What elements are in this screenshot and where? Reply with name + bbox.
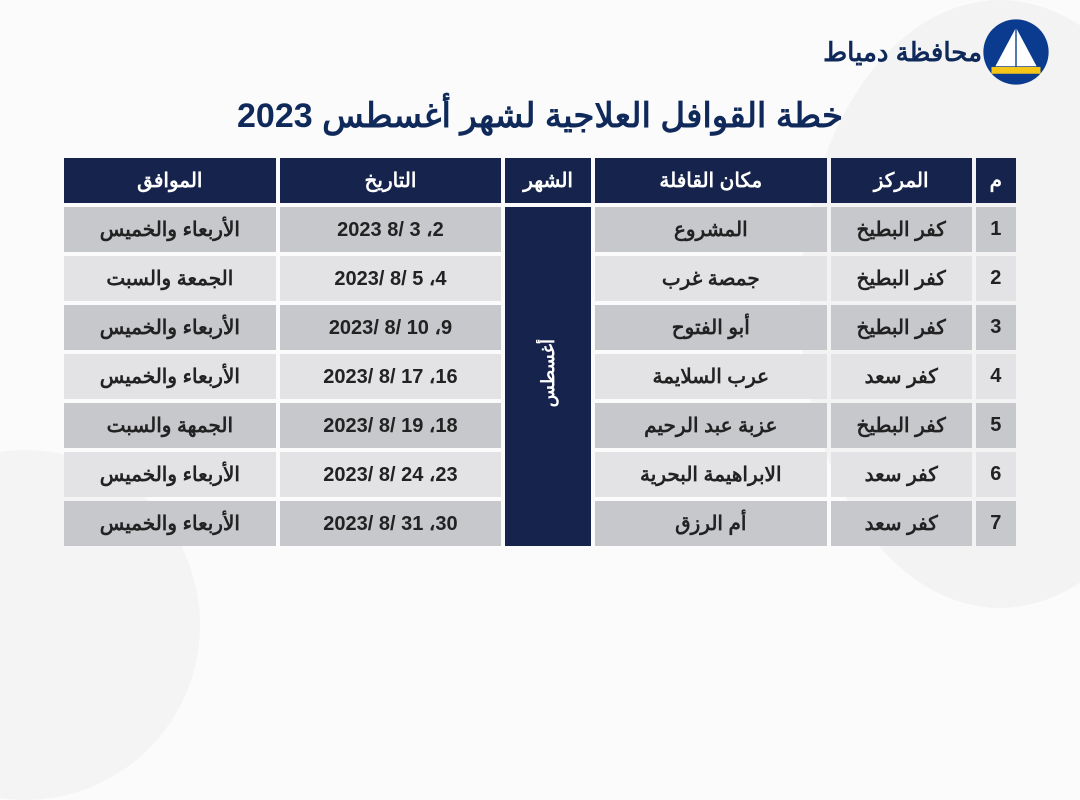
table-row: 1 كفر البطيخ المشروع أغسطس 2، 3 /8 2023 … <box>64 207 1016 252</box>
cell-date: 23، 24 /8 /2023 <box>280 452 502 497</box>
cell-idx: 7 <box>976 501 1016 546</box>
cell-date: 18، 19 /8 /2023 <box>280 403 502 448</box>
cell-center: كفر سعد <box>831 452 972 497</box>
cell-center: كفر البطيخ <box>831 403 972 448</box>
cell-place: جمصة غرب <box>595 256 827 301</box>
month-label: أغسطس <box>537 339 559 407</box>
col-header-day: الموافق <box>64 158 276 203</box>
schedule-table-wrap: م المركز مكان القافلة الشهر التاريخ المو… <box>0 154 1080 550</box>
cell-date: 2، 3 /8 2023 <box>280 207 502 252</box>
page-title: خطة القوافل العلاجية لشهر أغسطس 2023 <box>0 96 1080 136</box>
cell-day: الأربعاء والخميس <box>64 452 276 497</box>
cell-center: كفر البطيخ <box>831 256 972 301</box>
cell-date: 4، 5 /8 /2023 <box>280 256 502 301</box>
month-cell: أغسطس <box>505 207 591 546</box>
table-header-row: م المركز مكان القافلة الشهر التاريخ المو… <box>64 158 1016 203</box>
cell-day: الأربعاء والخميس <box>64 207 276 252</box>
cell-place: عرب السلايمة <box>595 354 827 399</box>
cell-date: 9، 10 /8 /2023 <box>280 305 502 350</box>
col-header-month: الشهر <box>505 158 591 203</box>
cell-day: الأربعاء والخميس <box>64 305 276 350</box>
org-name: محافظة دمياط <box>823 37 982 68</box>
cell-day: الجمهة والسبت <box>64 403 276 448</box>
cell-center: كفر البطيخ <box>831 305 972 350</box>
schedule-table: م المركز مكان القافلة الشهر التاريخ المو… <box>60 154 1020 550</box>
cell-center: كفر سعد <box>831 354 972 399</box>
col-header-idx: م <box>976 158 1016 203</box>
cell-idx: 2 <box>976 256 1016 301</box>
cell-date: 16، 17 /8 /2023 <box>280 354 502 399</box>
cell-date: 30، 31 /8 /2023 <box>280 501 502 546</box>
cell-idx: 4 <box>976 354 1016 399</box>
cell-place: الابراهيمة البحرية <box>595 452 827 497</box>
cell-center: كفر سعد <box>831 501 972 546</box>
cell-place: عزبة عبد الرحيم <box>595 403 827 448</box>
cell-day: الجمعة والسبت <box>64 256 276 301</box>
cell-place: أم الرزق <box>595 501 827 546</box>
cell-day: الأربعاء والخميس <box>64 354 276 399</box>
cell-idx: 3 <box>976 305 1016 350</box>
governorate-logo-icon <box>982 18 1050 86</box>
cell-idx: 6 <box>976 452 1016 497</box>
cell-idx: 5 <box>976 403 1016 448</box>
col-header-date: التاريخ <box>280 158 502 203</box>
cell-place: أبو الفتوح <box>595 305 827 350</box>
cell-day: الأربعاء والخميس <box>64 501 276 546</box>
cell-center: كفر البطيخ <box>831 207 972 252</box>
header-bar: محافظة دمياط <box>0 0 1080 94</box>
col-header-place: مكان القافلة <box>595 158 827 203</box>
col-header-center: المركز <box>831 158 972 203</box>
cell-place: المشروع <box>595 207 827 252</box>
cell-idx: 1 <box>976 207 1016 252</box>
